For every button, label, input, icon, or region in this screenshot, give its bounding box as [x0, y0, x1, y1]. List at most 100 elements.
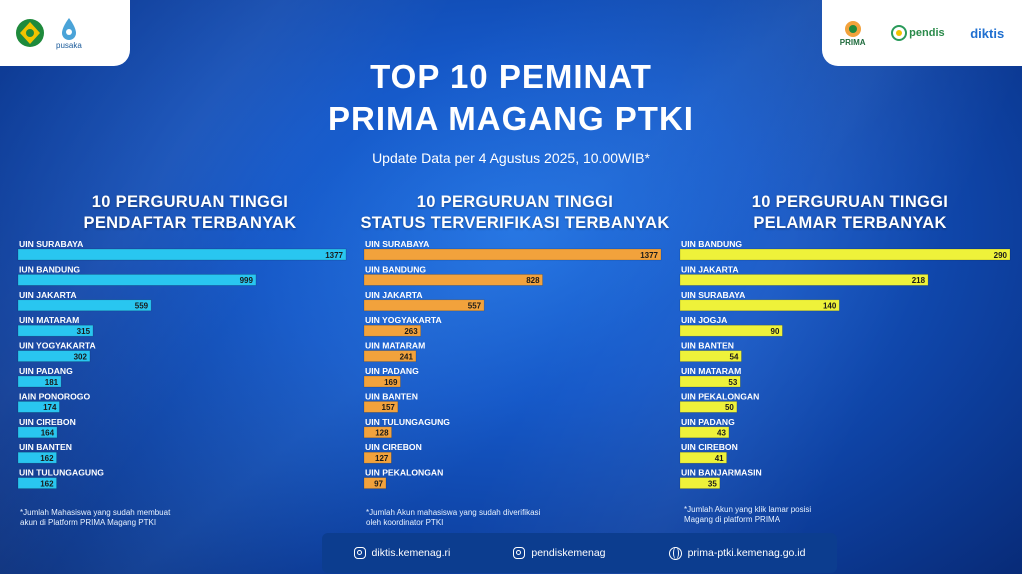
- footer-instagram-diktis-text: diktis.kemenag.ri: [371, 547, 451, 559]
- instagram-icon: [353, 547, 366, 559]
- bar-value-label: 128: [375, 429, 389, 438]
- diktis-logo: diktis: [970, 26, 1004, 41]
- chart1-note-line2: akun di Platform PRIMA Magang PTKI: [20, 518, 157, 527]
- chart2-note-line1: *Jumlah Akun mahasiswa yang sudah diveri…: [366, 508, 541, 517]
- bar-category-label: UIN PADANG: [681, 417, 735, 427]
- bar: [17, 426, 58, 439]
- bar: [363, 350, 417, 362]
- instagram-icon: [513, 547, 526, 559]
- bar-value-label: 1377: [640, 251, 658, 260]
- bar-category-label: UIN PADANG: [19, 366, 73, 376]
- bar-value-label: 218: [912, 276, 926, 285]
- bar-value-label: 164: [41, 429, 55, 438]
- bar-category-label: UIN BANJARMASIN: [681, 468, 762, 478]
- chart-terverifikasi: UIN SURABAYA 1377 UIN BANDUNG 828 UIN JAKART…: [363, 239, 664, 494]
- chart1-title-line2: PENDAFTAR TERBANYAK: [83, 214, 297, 232]
- bar-category-label: UIN BANDUNG: [681, 239, 742, 249]
- bar-value-label: 290: [994, 251, 1008, 260]
- bar: [363, 274, 543, 286]
- chart3-note-line2: Magang di platform PRIMA: [684, 515, 781, 524]
- bar: [363, 451, 392, 464]
- bar: [363, 248, 662, 261]
- bar-value-label: 828: [526, 276, 540, 285]
- diktis-logo-text: diktis: [970, 25, 1005, 41]
- bar-value-label: 140: [823, 302, 837, 311]
- bar: [363, 426, 392, 439]
- chart-terverifikasi-svg: UIN SURABAYA 1377 UIN BANDUNG 828 UIN JAKART…: [363, 239, 662, 489]
- bar-value-label: 169: [384, 378, 398, 387]
- bar-value-label: 559: [135, 302, 149, 311]
- chart2-note-line2: oleh koordinator PTKI: [366, 518, 444, 527]
- bar: [17, 375, 62, 388]
- main-title-line2: PRIMA MAGANG PTKI: [328, 100, 694, 137]
- bar-value-label: 557: [468, 302, 482, 311]
- bar-category-label: UIN JAKARTA: [681, 264, 739, 274]
- chart1-title: 10 PERGURUAN TINGGI PENDAFTAR TERBANYAK: [45, 192, 335, 234]
- bar-category-label: UIN JOGJA: [681, 315, 727, 325]
- bar: [679, 299, 840, 312]
- bar-value-label: 41: [715, 454, 724, 463]
- bar-value-label: 174: [43, 403, 57, 412]
- chart3-note: *Jumlah Akun yang klik lamar posisi Maga…: [684, 505, 811, 525]
- bar: [17, 248, 347, 261]
- bar-category-label: UIN MATARAM: [365, 341, 425, 351]
- bar-category-label: UIN CIREBON: [681, 442, 738, 452]
- bar-category-label: UIN YOGYAKARTA: [365, 315, 442, 325]
- bar-category-label: UIN BANDUNG: [365, 264, 426, 274]
- bar: [679, 451, 727, 464]
- chart1-title-line1: 10 PERGURUAN TINGGI: [91, 193, 289, 211]
- bar: [17, 451, 57, 464]
- bar-value-label: 999: [240, 276, 254, 285]
- footer-instagram-pendis[interactable]: pendiskemenag: [513, 547, 606, 559]
- bar-value-label: 1377: [325, 251, 343, 260]
- pusaka-logo-text: pusaka: [56, 40, 82, 50]
- chart-pendaftar-svg: UIN SURABAYA 1377 IUN BANDUNG 999 UIN JAKART…: [17, 239, 347, 489]
- bar-value-label: 181: [45, 378, 59, 387]
- chart2-note: *Jumlah Akun mahasiswa yang sudah diveri…: [366, 508, 540, 528]
- bar: [363, 477, 387, 489]
- bar-value-label: 162: [40, 479, 54, 488]
- footer-website-text: prima-ptki.kemenag.go.id: [687, 547, 806, 559]
- footer-website[interactable]: prima-ptki.kemenag.go.id: [668, 546, 806, 560]
- bar: [679, 375, 741, 388]
- chart-pelamar: UIN BANDUNG 290 UIN JAKARTA 218 UIN SURABAYA…: [679, 239, 1014, 494]
- bar-category-label: UIN TULUNGAGUNG: [365, 417, 450, 427]
- bar-category-label: UIN MATARAM: [19, 315, 79, 325]
- chart-pendaftar: UIN SURABAYA 1377 IUN BANDUNG 999 UIN JAKART…: [17, 239, 348, 494]
- bar: [363, 299, 485, 312]
- right-logo-panel: PRIMA pendis diktis: [822, 0, 1022, 66]
- bar: [17, 350, 91, 362]
- bar-category-label: UIN JAKARTA: [365, 290, 423, 300]
- chart3-note-line1: *Jumlah Akun yang klik lamar posisi: [684, 505, 812, 514]
- globe-icon: [668, 546, 682, 560]
- bar-value-label: 50: [725, 403, 734, 412]
- footer-instagram-diktis[interactable]: diktis.kemenag.ri: [353, 547, 451, 559]
- kemenag-logo: [14, 17, 46, 49]
- bar-category-label: UIN SURABAYA: [19, 239, 83, 249]
- pendis-logo: pendis: [891, 25, 945, 41]
- chart3-title-line1: 10 PERGURUAN TINGGI: [751, 193, 949, 211]
- bar-value-label: 263: [404, 327, 418, 336]
- bar-category-label: UIN PADANG: [365, 366, 419, 376]
- chart-pelamar-svg: UIN BANDUNG 290 UIN JAKARTA 218 UIN SURABAYA…: [679, 239, 1011, 489]
- prima-logo-text: PRIMA: [839, 37, 866, 47]
- bar: [679, 350, 742, 362]
- bar-value-label: 43: [717, 429, 726, 438]
- bar-value-label: 162: [40, 454, 54, 463]
- bar-value-label: 315: [77, 327, 91, 336]
- bar-category-label: UIN PEKALONGAN: [365, 468, 443, 478]
- chart3-title: 10 PERGURUAN TINGGI PELAMAR TERBANYAK: [700, 192, 1000, 234]
- left-logo-panel: pusaka: [0, 0, 130, 66]
- bar-category-label: IUN BANDUNG: [19, 264, 80, 274]
- bar-value-label: 54: [730, 352, 739, 361]
- bar: [679, 274, 929, 286]
- bar-category-label: UIN TULUNGAGUNG: [19, 468, 104, 478]
- bar: [679, 426, 730, 439]
- bar-value-label: 35: [708, 479, 717, 488]
- bar-category-label: UIN CIREBON: [19, 417, 76, 427]
- prima-logo: PRIMA: [840, 20, 866, 47]
- bar: [363, 375, 401, 388]
- main-title-line1: TOP 10 PEMINAT: [370, 58, 652, 95]
- bar-category-label: UIN BANTEN: [365, 391, 418, 401]
- bar-value-label: 90: [771, 327, 780, 336]
